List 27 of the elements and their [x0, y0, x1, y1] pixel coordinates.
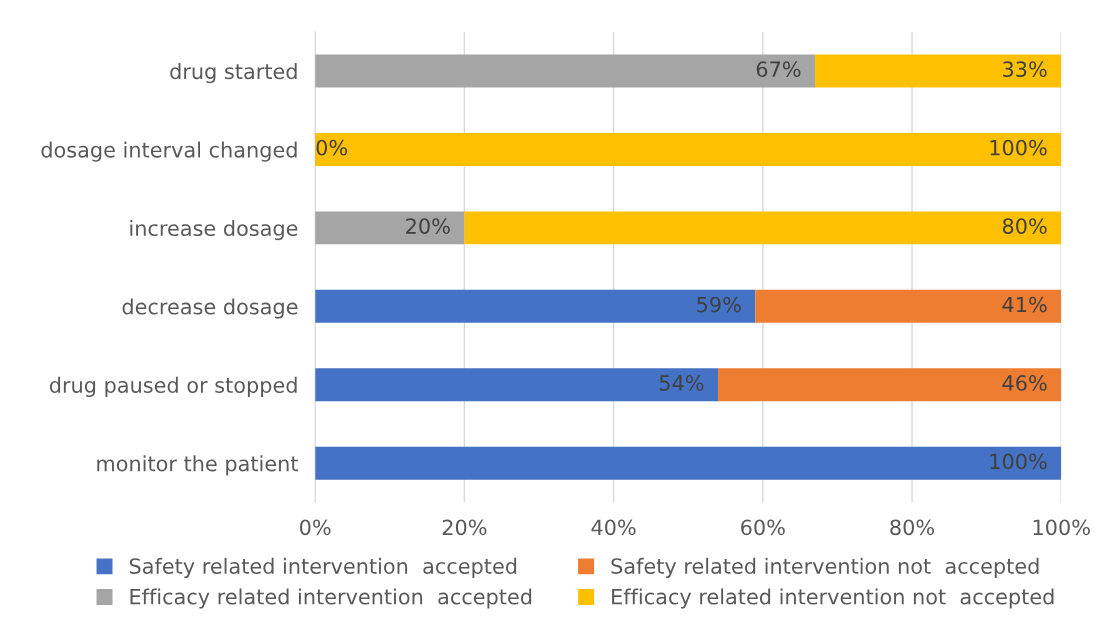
data-label: 59%	[697, 296, 741, 313]
legend-label: Safety related intervention not accepted	[611, 557, 1039, 578]
data-label: 41%	[1002, 296, 1047, 313]
data-label: 80%	[1002, 218, 1047, 234]
x-tick-label: 20%	[442, 519, 487, 536]
x-tick-label: 80%	[890, 519, 935, 536]
y-tick-label: drug started	[170, 63, 297, 84]
data-label: 54%	[659, 375, 704, 391]
data-label: 0%	[316, 139, 348, 156]
y-tick-label: drug paused or stopped	[49, 376, 297, 398]
data-label: 100%	[990, 139, 1047, 156]
data-label: 33%	[1003, 61, 1047, 78]
data-label: 46%	[1002, 375, 1047, 391]
data-label: 100%	[990, 453, 1047, 470]
y-tick-label: decrease dosage	[122, 298, 298, 319]
legend-label: Efficacy related intervention not accepted	[612, 588, 1054, 609]
y-tick-label: increase dosage	[130, 219, 298, 241]
data-label: 67%	[756, 61, 801, 78]
y-tick-label: dosage interval changed	[41, 141, 297, 162]
x-tick-label: 40%	[591, 519, 636, 536]
x-tick-label: 0%	[300, 519, 331, 536]
x-tick-label: 60%	[741, 519, 785, 536]
legend-label: Efficacy related intervention accepted	[130, 588, 532, 609]
y-tick-label: monitor the patient	[97, 455, 299, 476]
x-tick-label: 100%	[1033, 519, 1090, 536]
legend-label: Safety related intervention accepted	[129, 557, 517, 578]
data-label: 20%	[406, 218, 450, 234]
